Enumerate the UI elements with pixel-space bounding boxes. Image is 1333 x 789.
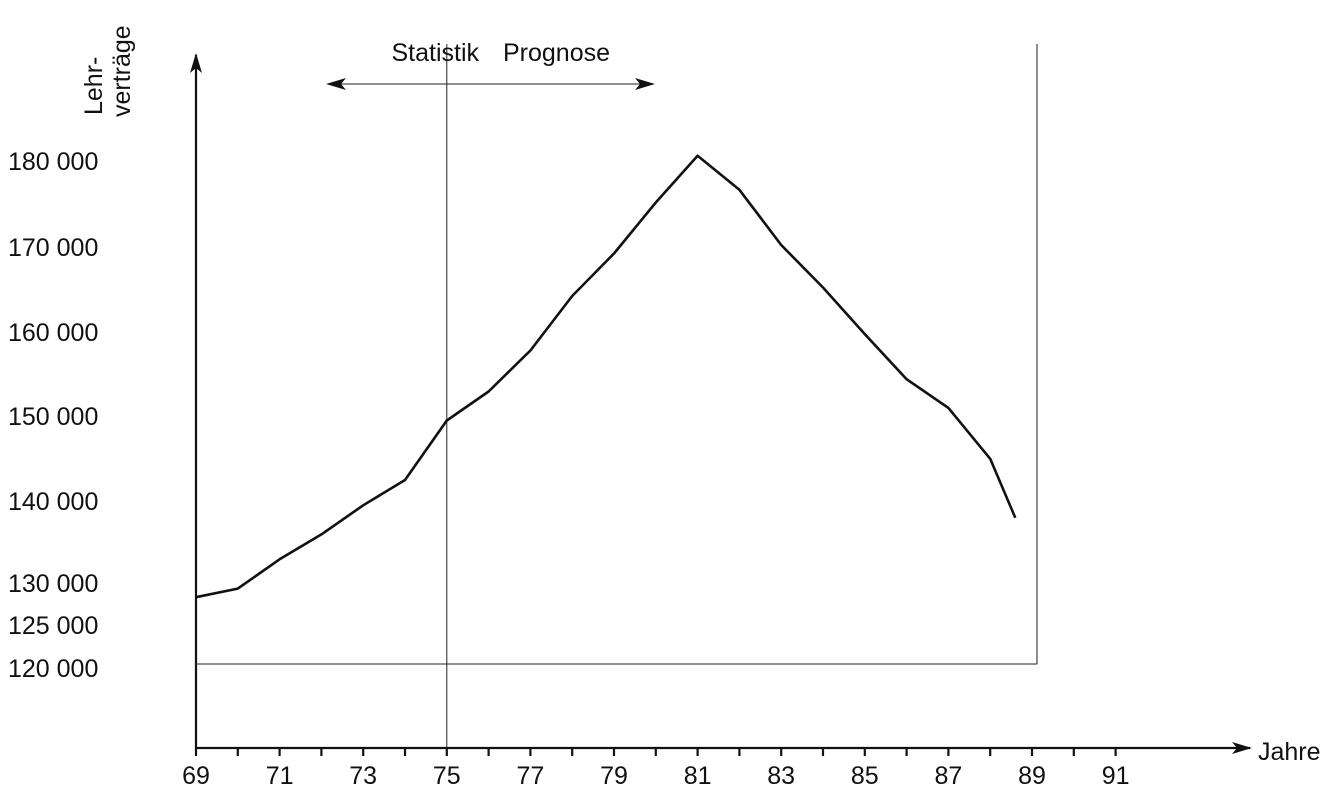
y-tick-label: 160 000 <box>8 319 98 347</box>
x-tick-label: 73 <box>349 762 377 789</box>
x-tick-label: 79 <box>600 762 628 789</box>
y-tick-label: 130 000 <box>8 570 98 598</box>
x-tick-label: 89 <box>1018 762 1046 789</box>
x-tick-label: 91 <box>1102 762 1130 789</box>
y-tick-label: 125 000 <box>8 612 98 640</box>
series-line <box>195 154 1017 599</box>
annotation-statistik: Statistik <box>391 39 479 67</box>
y-axis-ticks: 180 000 170 000 160 000 150 000 140 000 130 0… <box>8 148 98 683</box>
y-tick-label: 140 000 <box>8 488 98 516</box>
annotation-prognose: Prognose <box>503 39 610 67</box>
x-axis-ticks: 69 71 73 75 77 79 81 83 85 87 89 91 <box>182 748 1130 789</box>
x-tick-label: 71 <box>266 762 294 789</box>
x-tick-label: 83 <box>767 762 795 789</box>
x-tick-label: 85 <box>851 762 879 789</box>
y-axis-label-line2: verträge <box>108 25 136 117</box>
x-tick-label: 81 <box>684 762 712 789</box>
y-tick-label: 150 000 <box>8 403 98 431</box>
y-tick-label: 180 000 <box>8 148 98 176</box>
x-tick-label: 77 <box>516 762 544 789</box>
x-tick-label: 69 <box>182 762 210 789</box>
series-group <box>195 154 1017 599</box>
x-axis-label: Jahre <box>1258 738 1321 766</box>
x-tick-label: 87 <box>934 762 962 789</box>
chart-frame <box>190 44 1252 754</box>
y-tick-label: 170 000 <box>8 234 98 262</box>
y-tick-label: 120 000 <box>8 655 98 683</box>
x-tick-label: 75 <box>433 762 461 789</box>
y-axis-label-line1: Lehr- <box>80 57 108 115</box>
